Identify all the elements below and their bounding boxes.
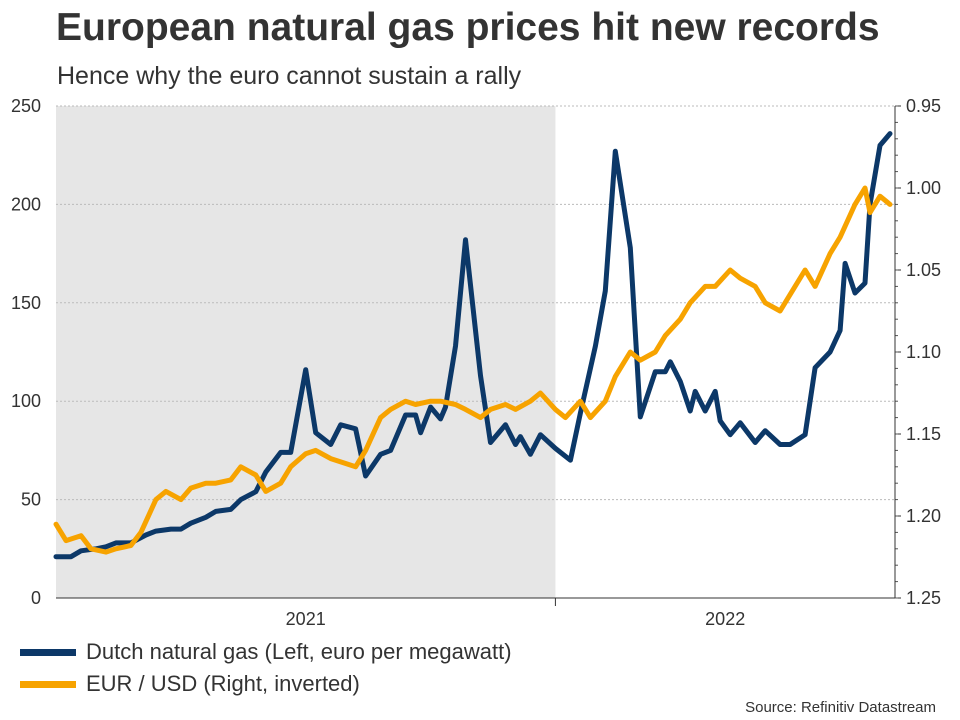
y-right-tick-label: 1.25	[906, 588, 941, 608]
series-line-eurusd	[53, 185, 893, 555]
source-note: Source: Refinitiv Datastream	[745, 699, 936, 716]
legend-swatch-eurusd	[20, 680, 76, 688]
legend-label-gas: Dutch natural gas (Left, euro per megawa…	[86, 639, 512, 664]
x-tick-label: 2022	[705, 609, 745, 629]
x-tick-label: 2021	[286, 609, 326, 629]
y-right-tick-label: 0.95	[906, 96, 941, 116]
legend: Dutch natural gas (Left, euro per megawa…	[20, 636, 512, 700]
y-left-tick-label: 200	[11, 194, 41, 214]
y-left-tick-label: 100	[11, 391, 41, 411]
legend-label-eurusd: EUR / USD (Right, inverted)	[86, 671, 360, 696]
chart-subtitle: Hence why the euro cannot sustain a rall…	[57, 62, 522, 90]
y-right-tick-label: 1.20	[906, 506, 941, 526]
y-right-tick-label: 1.15	[906, 424, 941, 444]
legend-item-eurusd: EUR / USD (Right, inverted)	[20, 668, 512, 700]
shaded-region-2021	[56, 106, 556, 598]
legend-item-gas: Dutch natural gas (Left, euro per megawa…	[20, 636, 512, 668]
y-left-tick-label: 250	[11, 96, 41, 116]
y-right-tick-label: 1.00	[906, 178, 941, 198]
y-left-tick-label: 0	[31, 588, 41, 608]
chart-title: European natural gas prices hit new reco…	[56, 6, 880, 49]
y-right-tick-label: 1.10	[906, 342, 941, 362]
y-left-tick-label: 50	[21, 490, 41, 510]
y-left-tick-label: 150	[11, 293, 41, 313]
series-line-gas	[53, 131, 893, 560]
y-right-tick-label: 1.05	[906, 260, 941, 280]
legend-swatch-gas	[20, 648, 76, 656]
